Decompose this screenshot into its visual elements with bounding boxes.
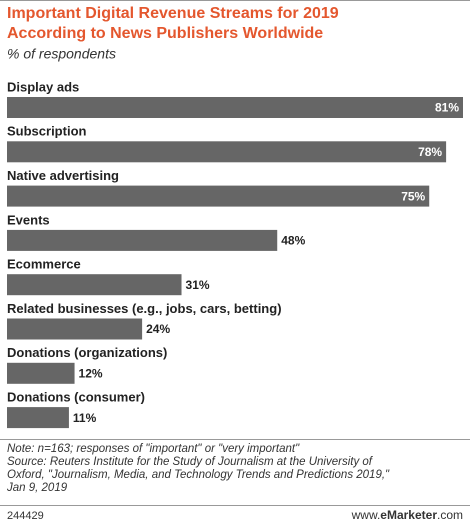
category-label: Ecommerce [7,257,81,272]
value-label: 78% [418,145,442,159]
chart-id: 244429 [7,510,44,522]
category-label: Subscription [7,124,87,139]
bar [7,318,143,340]
note: Note: n=163; responses of "important" or… [7,443,300,455]
site-part: eMarketer [380,508,437,522]
value-label: 11% [73,411,97,425]
value-label: 75% [401,189,425,203]
chart-title: According to News Publishers Worldwide [7,25,323,42]
category-label: Related businesses (e.g., jobs, cars, be… [7,301,282,316]
value-label: 24% [146,322,170,336]
category-label: Native advertising [7,168,119,183]
category-label: Donations (organizations) [7,345,167,360]
category-label: Donations (consumer) [7,390,145,405]
site-part: .com [437,508,463,522]
bar [7,97,463,118]
category-label: Display ads [7,79,79,94]
site-part: www. [351,508,381,522]
bar [7,274,182,296]
value-label: 12% [79,366,103,380]
value-label: 81% [435,101,459,115]
category-label: Events [7,212,50,227]
note: Source: Reuters Institute for the Study … [7,456,374,468]
bar [7,229,278,251]
bar [7,362,75,384]
chart-subtitle: % of respondents [7,46,116,62]
bar [7,185,430,207]
note: Jan 9, 2019 [6,482,68,494]
bar [7,141,447,163]
site-credit: www.eMarketer.com [351,508,463,522]
bar [7,407,69,429]
chart-title: Important Digital Revenue Streams for 20… [7,5,339,22]
value-label: 31% [186,278,210,292]
note: Oxford, "Journalism, Media, and Technolo… [7,469,390,481]
value-label: 48% [281,234,305,248]
